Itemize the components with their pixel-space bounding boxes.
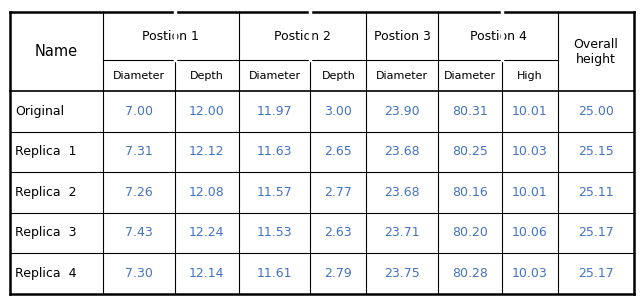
Text: 2.65: 2.65 — [325, 145, 352, 159]
Text: Postion 4: Postion 4 — [469, 30, 526, 43]
Text: 12.12: 12.12 — [189, 145, 225, 159]
Text: 23.90: 23.90 — [384, 105, 420, 118]
Text: 7.30: 7.30 — [125, 267, 153, 280]
Text: Postion 3: Postion 3 — [374, 30, 431, 43]
Text: 23.68: 23.68 — [384, 145, 420, 159]
Text: 7.26: 7.26 — [125, 186, 153, 199]
Text: 7.31: 7.31 — [125, 145, 153, 159]
Text: 25.15: 25.15 — [578, 145, 614, 159]
Text: High: High — [517, 71, 543, 80]
Text: Replica  4: Replica 4 — [15, 267, 76, 280]
Text: 10.06: 10.06 — [512, 226, 548, 240]
Text: 2.79: 2.79 — [325, 267, 352, 280]
Text: 11.53: 11.53 — [257, 226, 292, 240]
Text: 7.43: 7.43 — [125, 226, 153, 240]
Text: Replica  3: Replica 3 — [15, 226, 76, 240]
Text: Depth: Depth — [190, 71, 223, 80]
Text: 12.08: 12.08 — [189, 186, 225, 199]
Text: Diameter: Diameter — [376, 71, 428, 80]
Text: 11.57: 11.57 — [256, 186, 292, 199]
Text: 80.28: 80.28 — [452, 267, 488, 280]
Text: 25.17: 25.17 — [578, 226, 614, 240]
Text: 10.01: 10.01 — [512, 186, 548, 199]
Text: 10.03: 10.03 — [512, 267, 548, 280]
Text: 25.00: 25.00 — [578, 105, 614, 118]
Text: Depth: Depth — [321, 71, 355, 80]
Text: Postion 1: Postion 1 — [142, 30, 200, 43]
Text: 25.11: 25.11 — [578, 186, 614, 199]
Text: Diameter: Diameter — [113, 71, 165, 80]
Text: Overall
height: Overall height — [574, 38, 619, 66]
Text: 23.71: 23.71 — [384, 226, 420, 240]
Text: 7.00: 7.00 — [125, 105, 153, 118]
Text: 12.14: 12.14 — [189, 267, 225, 280]
Text: 12.24: 12.24 — [189, 226, 225, 240]
Text: Replica  1: Replica 1 — [15, 145, 76, 159]
Text: 80.20: 80.20 — [452, 226, 488, 240]
Text: Postion 2: Postion 2 — [274, 30, 331, 43]
Text: 2.77: 2.77 — [325, 186, 352, 199]
Text: 11.63: 11.63 — [257, 145, 292, 159]
Text: Original: Original — [15, 105, 64, 118]
Text: 80.25: 80.25 — [452, 145, 488, 159]
Text: Diameter: Diameter — [444, 71, 496, 80]
Text: Replica  2: Replica 2 — [15, 186, 76, 199]
Text: 12.00: 12.00 — [189, 105, 225, 118]
Text: 2.63: 2.63 — [325, 226, 352, 240]
Text: 25.17: 25.17 — [578, 267, 614, 280]
Text: 80.16: 80.16 — [452, 186, 488, 199]
Text: 11.61: 11.61 — [257, 267, 292, 280]
Text: 3.00: 3.00 — [325, 105, 352, 118]
Text: 23.75: 23.75 — [384, 267, 420, 280]
Text: 10.01: 10.01 — [512, 105, 548, 118]
Text: 10.03: 10.03 — [512, 145, 548, 159]
Text: 23.68: 23.68 — [384, 186, 420, 199]
Text: 80.31: 80.31 — [452, 105, 488, 118]
Text: 11.97: 11.97 — [257, 105, 292, 118]
Text: Diameter: Diameter — [249, 71, 301, 80]
Text: Name: Name — [35, 44, 78, 59]
